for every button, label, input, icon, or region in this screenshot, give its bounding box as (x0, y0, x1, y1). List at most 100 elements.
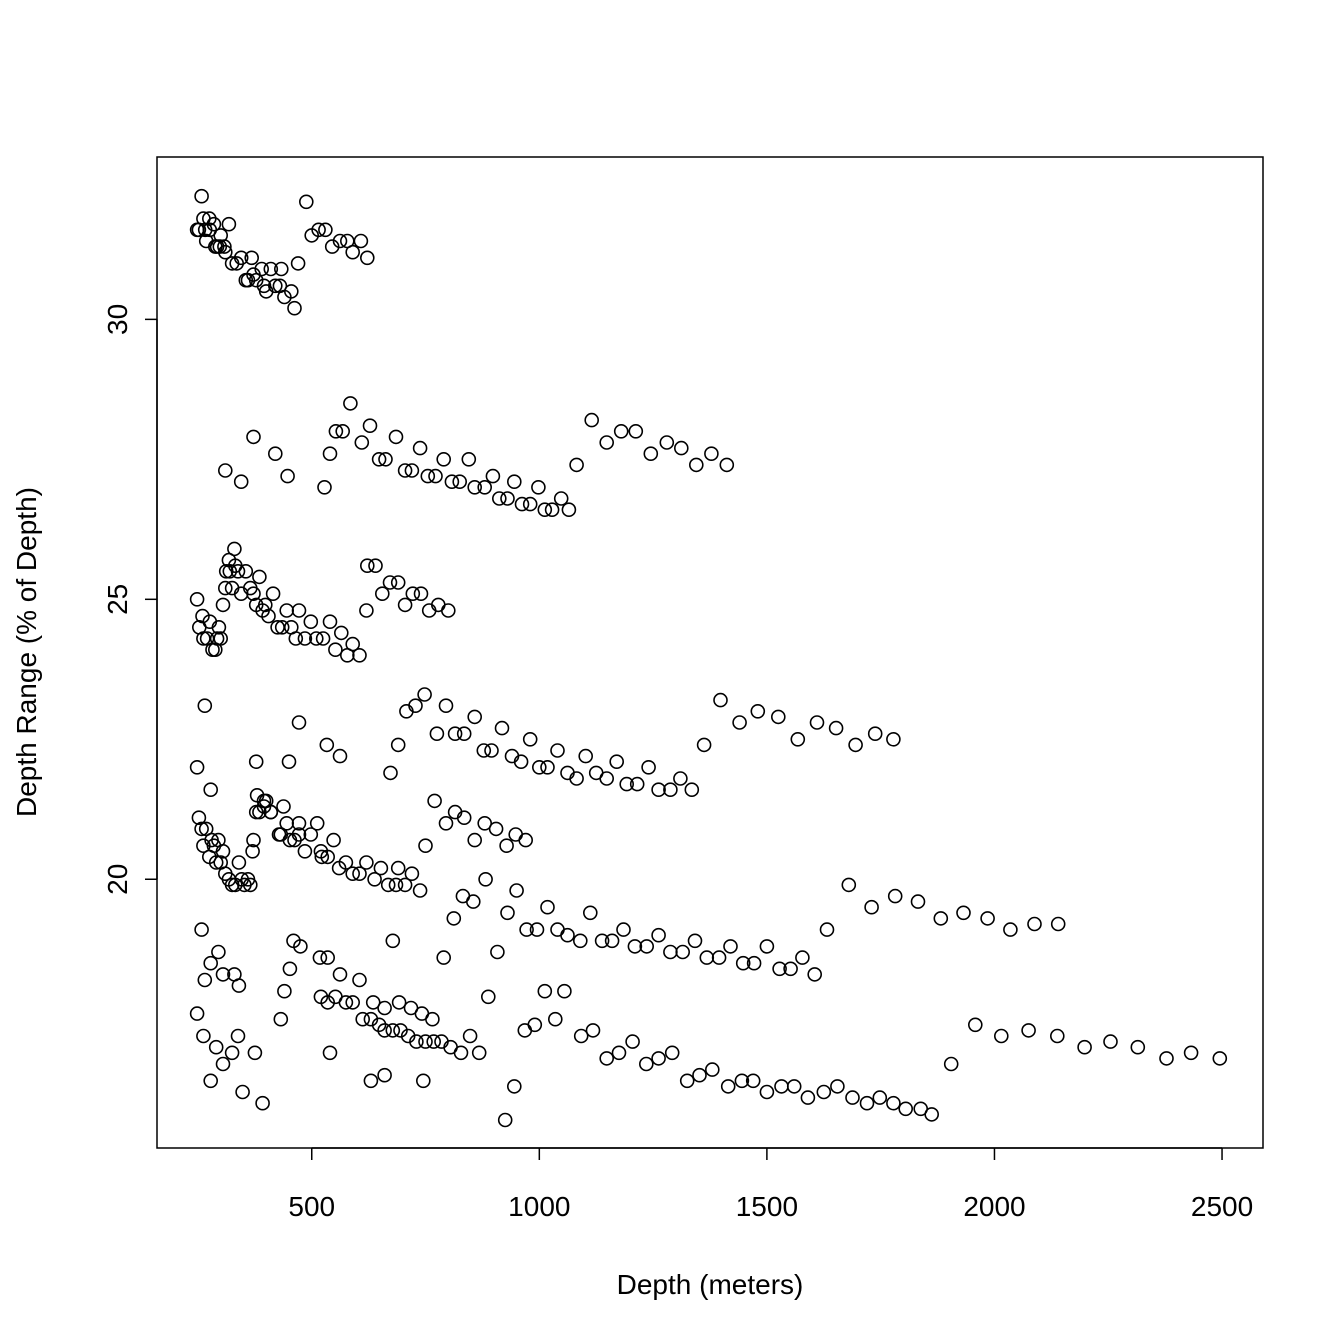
data-point (354, 435, 370, 450)
data-point (224, 1045, 240, 1061)
data-point (413, 586, 429, 602)
data-point (638, 1056, 654, 1072)
data-point (447, 726, 463, 742)
data-point (274, 619, 290, 635)
data-point (465, 894, 481, 909)
data-point (704, 1062, 720, 1077)
data-point (371, 451, 387, 467)
data-point (527, 1017, 543, 1033)
data-point (557, 983, 572, 999)
data-point (202, 222, 218, 238)
data-point (508, 827, 524, 842)
data-point (276, 799, 291, 814)
data-point (189, 591, 205, 607)
data-point (438, 815, 454, 831)
data-point (933, 911, 949, 926)
y-tick-label: 25 (102, 584, 133, 615)
data-point (189, 759, 205, 775)
data-point (215, 843, 231, 859)
data-point (425, 1011, 440, 1027)
data-point (227, 541, 242, 557)
data-point (506, 1079, 522, 1094)
data-point (374, 586, 390, 602)
data-point (235, 1084, 250, 1100)
data-point (467, 832, 483, 848)
data-point (651, 782, 666, 798)
data-point (967, 1017, 983, 1033)
data-points (189, 188, 1228, 1128)
data-point (377, 1067, 392, 1083)
data-point (651, 927, 666, 943)
data-point (415, 1073, 431, 1089)
data-point (298, 194, 314, 210)
data-point (746, 955, 762, 971)
data-point (233, 474, 249, 490)
data-point (203, 782, 218, 798)
data-point (684, 782, 700, 798)
data-point (540, 899, 555, 915)
data-point (317, 479, 332, 495)
data-point (385, 1023, 401, 1038)
data-point (297, 631, 313, 646)
data-point (359, 855, 374, 870)
data-point (560, 927, 575, 943)
data-point (385, 933, 401, 949)
data-point (943, 1056, 959, 1072)
data-point (248, 754, 264, 770)
data-point (611, 1045, 627, 1061)
data-point (359, 558, 375, 574)
x-tick-label: 1000 (508, 1191, 570, 1222)
data-point (338, 855, 354, 870)
data-point (405, 586, 421, 602)
data-point (194, 821, 209, 837)
data-point (208, 855, 224, 870)
data-point (745, 1073, 761, 1089)
data-point (809, 715, 825, 730)
data-point (363, 1073, 379, 1089)
data-point (569, 457, 584, 473)
data-point (550, 743, 565, 758)
data-point (404, 463, 420, 478)
y-axis-title: Depth Range (% of Depth) (11, 487, 42, 817)
data-point (841, 877, 857, 893)
data-point (404, 866, 420, 882)
data-point (704, 446, 719, 462)
y-tick-label: 30 (102, 304, 133, 335)
data-point (303, 827, 319, 842)
data-point (412, 883, 428, 898)
data-point (322, 446, 338, 462)
data-point (491, 491, 507, 506)
data-point (1077, 1039, 1092, 1055)
data-point (800, 1090, 816, 1105)
data-point (397, 597, 413, 613)
data-point (288, 631, 304, 646)
data-point (246, 586, 261, 602)
data-point (518, 832, 534, 848)
data-point (1050, 1028, 1065, 1044)
data-point (429, 726, 445, 742)
data-point (1021, 1023, 1036, 1038)
data-point (499, 838, 514, 854)
x-axis-title: Depth (meters) (617, 1269, 804, 1300)
data-point (578, 748, 594, 764)
data-point (373, 860, 389, 876)
data-point (282, 961, 298, 977)
data-point (772, 961, 787, 977)
data-point (215, 1056, 231, 1072)
data-point (783, 961, 798, 977)
data-point (191, 222, 207, 238)
data-point (673, 771, 688, 786)
data-point (221, 216, 237, 232)
data-point (484, 743, 499, 758)
data-point (203, 955, 218, 971)
data-point (328, 642, 343, 658)
data-point (619, 776, 635, 792)
data-point (359, 250, 375, 266)
data-point (281, 754, 297, 770)
data-point (332, 967, 348, 982)
data-point (687, 933, 703, 949)
data-point (409, 1034, 424, 1049)
data-point (440, 603, 456, 618)
data-point (196, 1028, 211, 1044)
data-point (367, 871, 382, 887)
